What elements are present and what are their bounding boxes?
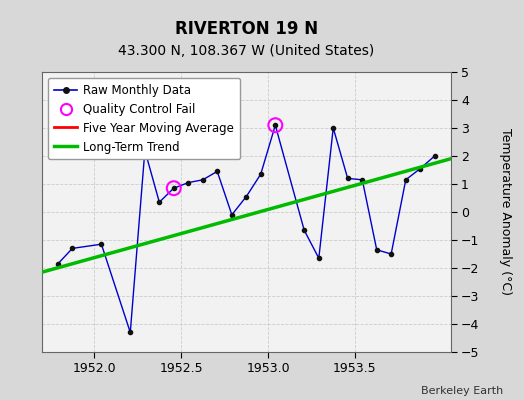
- Legend: Raw Monthly Data, Quality Control Fail, Five Year Moving Average, Long-Term Tren: Raw Monthly Data, Quality Control Fail, …: [48, 78, 240, 160]
- Text: Berkeley Earth: Berkeley Earth: [421, 386, 503, 396]
- Point: [271, 122, 279, 128]
- Y-axis label: Temperature Anomaly (°C): Temperature Anomaly (°C): [499, 128, 512, 296]
- Text: 43.300 N, 108.367 W (United States): 43.300 N, 108.367 W (United States): [118, 44, 375, 58]
- Text: RIVERTON 19 N: RIVERTON 19 N: [174, 20, 318, 38]
- Point: [170, 185, 178, 191]
